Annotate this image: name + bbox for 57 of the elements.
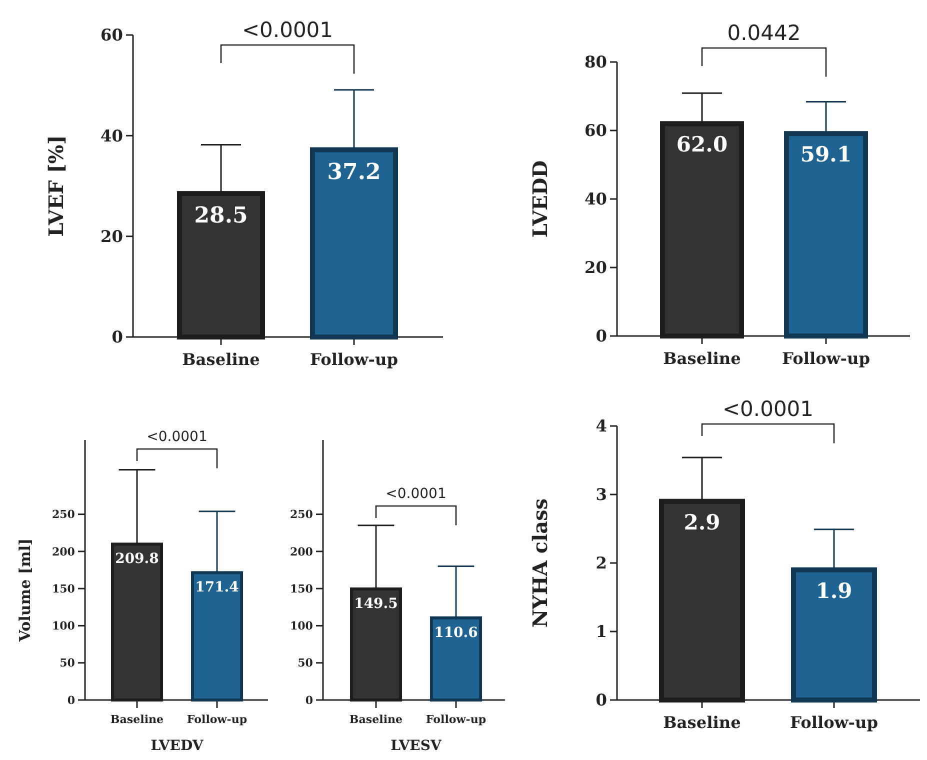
data-label: 62.0 (676, 132, 728, 157)
y-tick-label: 60 (100, 26, 123, 45)
y-tick-label: 2 (596, 554, 607, 573)
y-tick-label: 0 (112, 328, 123, 347)
y-tick-label: 50 (298, 656, 314, 670)
data-label: 2.9 (684, 509, 720, 534)
data-label: 37.2 (327, 158, 381, 185)
y-tick-label: 250 (290, 508, 314, 522)
x-tick-label: Follow-up (426, 713, 486, 726)
data-label: 59.1 (800, 142, 852, 167)
x-tick-label: Baseline (182, 350, 260, 370)
y-tick-label: 20 (584, 258, 607, 278)
x-tick-label: Follow-up (310, 350, 398, 370)
y-tick-label: 250 (52, 508, 76, 522)
text: 0.0442 (727, 21, 801, 45)
data-label: 149.5 (354, 596, 398, 612)
y-axis-title: LVEF [%] (44, 135, 68, 237)
y-axis-title: NYHA class (528, 498, 552, 628)
text: <0.0001 (722, 397, 814, 421)
x-axis-title: LVESV (390, 738, 442, 754)
x-tick-label: Baseline (110, 713, 164, 726)
annotation: <0.0001 (242, 18, 334, 42)
y-tick-label: 0 (596, 690, 607, 710)
data-label: 110.6 (434, 624, 478, 641)
y-axis-title: Volume [ml] (16, 538, 34, 643)
x-tick-label: Baseline (663, 713, 741, 732)
x-tick-label: Baseline (663, 349, 741, 368)
y-tick-label: 60 (584, 121, 607, 140)
y-tick-label: 200 (52, 545, 76, 558)
y-tick-label: 100 (52, 620, 76, 633)
data-label: 1.9 (816, 578, 852, 603)
y-tick-label: 100 (290, 620, 314, 633)
y-axis-title: LVEDD (528, 160, 552, 238)
data-label: 28.5 (194, 202, 248, 229)
x-tick-label: Follow-up (186, 713, 248, 726)
y-tick-label: 80 (584, 52, 607, 72)
annotation: <0.0001 (146, 429, 208, 445)
x-tick-label: Follow-up (790, 713, 878, 732)
y-tick-label: 150 (52, 582, 76, 596)
y-tick-label: 0 (596, 326, 607, 346)
y-tick-label: 0 (305, 694, 314, 707)
x-tick-label: Follow-up (782, 349, 870, 368)
y-tick-label: 200 (290, 545, 314, 558)
y-tick-label: 1 (596, 622, 607, 642)
data-label: 171.4 (195, 580, 240, 596)
y-tick-label: 4 (596, 416, 607, 436)
y-tick-label: 3 (596, 485, 607, 504)
x-axis-title: LVEDV (150, 738, 204, 754)
annotation: <0.0001 (386, 486, 446, 502)
x-tick-label: Baseline (349, 713, 403, 726)
data-label: 209.8 (115, 551, 159, 568)
y-tick-label: 40 (100, 126, 123, 146)
y-tick-label: 40 (584, 190, 607, 209)
y-tick-label: 150 (290, 582, 314, 596)
y-tick-label: 20 (100, 226, 123, 246)
y-tick-label: 50 (60, 656, 76, 670)
y-tick-label: 0 (67, 694, 76, 707)
